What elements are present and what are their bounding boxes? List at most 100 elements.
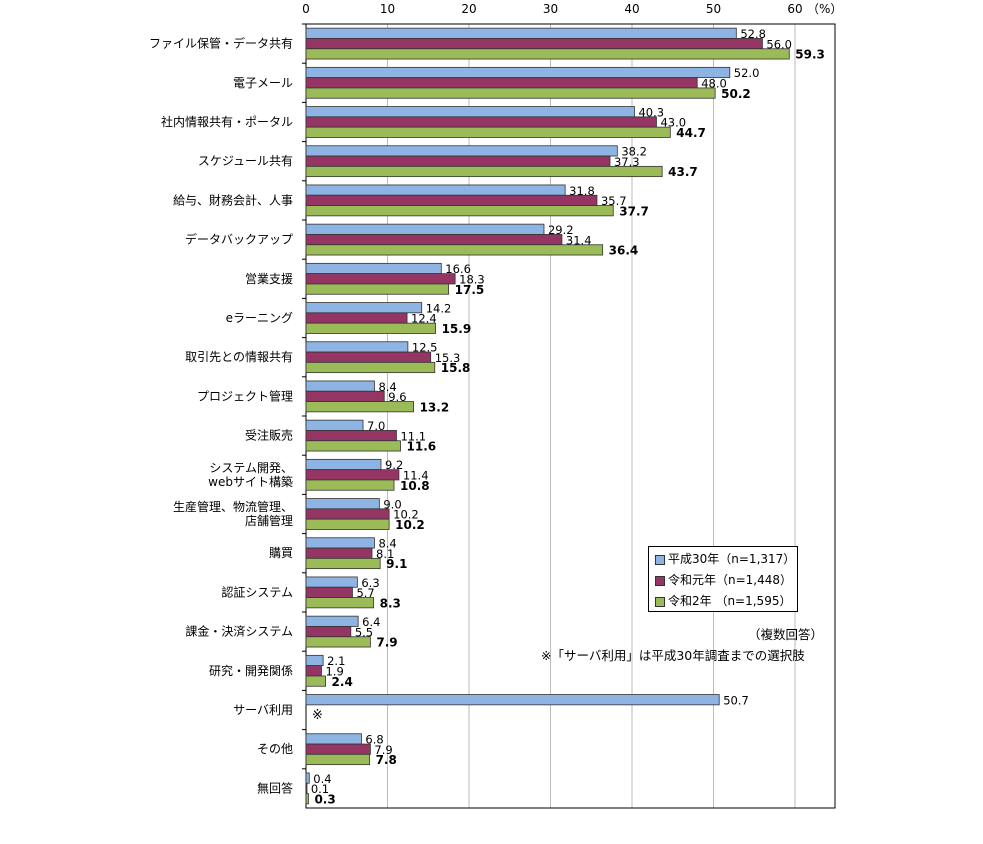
category-label: webサイト構築: [208, 474, 293, 489]
category-label: 認証システム: [221, 584, 293, 599]
bar: [305, 753, 370, 766]
unit-label: （%）: [807, 2, 842, 16]
bar: [305, 733, 362, 745]
bar: [305, 390, 385, 402]
legend-label: 平成30年（n=1,317）: [668, 552, 796, 566]
data-label: 9.1: [386, 557, 407, 571]
bar: [305, 401, 414, 413]
bar: [305, 48, 790, 60]
category-label: ファイル保管・データ共有: [149, 36, 293, 51]
category-label: 受注販売: [245, 428, 293, 443]
data-label: 56.0: [766, 37, 792, 51]
bar: [305, 694, 720, 706]
x-tick-label: 10: [380, 2, 395, 16]
data-label: 7.9: [376, 636, 397, 650]
multi-answer-note: （複数回答）: [748, 627, 824, 642]
category-label: サーバ利用: [233, 703, 293, 717]
data-label: 15.8: [441, 361, 471, 375]
legend: 平成30年（n=1,317） 令和元年（n=1,448） 令和2年 （n=1,5…: [648, 546, 798, 612]
legend-item: 令和元年（n=1,448）: [655, 570, 797, 591]
bar: [305, 675, 326, 687]
data-label: 43.7: [668, 165, 698, 179]
data-label: 31.4: [566, 233, 592, 247]
bar: [305, 244, 604, 256]
x-tick-label: 50: [706, 2, 721, 16]
category-label: 生産管理、物流管理、: [173, 499, 293, 514]
bar: [305, 77, 698, 89]
data-label: 10.8: [400, 479, 430, 493]
legend-swatch: [655, 596, 665, 607]
data-label: 12.4: [411, 312, 437, 326]
category-label: 給与、財務会計、人事: [173, 192, 293, 207]
bar: [305, 380, 375, 392]
data-label: 16.6: [445, 262, 471, 276]
data-label: 5.5: [355, 625, 373, 639]
data-label: 48.0: [701, 76, 727, 90]
bar: [305, 772, 310, 784]
data-label: 9.0: [383, 497, 401, 511]
bar: [305, 66, 731, 79]
category-label: 購買: [269, 546, 293, 560]
category-label: プロジェクト管理: [197, 388, 293, 403]
category-label: 研究・開発関係: [209, 663, 293, 678]
missing-mark: ※: [312, 708, 323, 723]
bar: [305, 184, 566, 196]
data-label: 7.8: [376, 753, 397, 767]
data-label: 12.5: [412, 341, 438, 355]
legend-item: 平成30年（n=1,317）: [655, 549, 797, 570]
bar: [305, 165, 663, 178]
data-label: 50.7: [723, 693, 749, 707]
data-label: 11.4: [403, 468, 429, 482]
bar: [305, 302, 423, 314]
bar: [305, 498, 380, 510]
category-label: システム開発、: [209, 461, 293, 475]
category-label: 営業支援: [245, 272, 293, 286]
bar: [305, 273, 456, 285]
bar: [305, 636, 371, 648]
bar: [305, 205, 614, 217]
footnote: ※「サーバ利用」は平成30年調査までの選択肢: [541, 648, 805, 663]
bar: [305, 557, 381, 570]
data-label: 8.1: [376, 547, 394, 561]
bar: [305, 106, 635, 118]
bar: [305, 419, 364, 431]
data-label: 50.2: [721, 87, 751, 101]
data-label: 0.1: [311, 782, 329, 796]
category-label: 取引先との情報共有: [185, 350, 293, 364]
bar: [305, 262, 442, 275]
category-label: 無回答: [257, 780, 293, 795]
x-tick-label: 60: [787, 2, 802, 16]
category-label: eラーニング: [226, 311, 293, 325]
bar: [305, 615, 359, 627]
data-label: 29.2: [548, 223, 574, 237]
bar: [305, 194, 598, 206]
data-label: 38.2: [621, 145, 647, 159]
data-label: 5.7: [356, 586, 374, 600]
bar: [305, 440, 401, 452]
data-label: 11.1: [400, 429, 426, 443]
data-label: 13.2: [420, 400, 450, 414]
bar: [305, 234, 563, 246]
x-tick-label: 40: [624, 2, 639, 16]
legend-label: 令和2年 （n=1,595）: [668, 594, 792, 608]
x-tick-label: 0: [302, 2, 310, 16]
bar: [305, 469, 400, 481]
bar: [305, 597, 375, 609]
data-label: 8.4: [378, 537, 396, 551]
bar: [305, 283, 450, 295]
bar: [305, 361, 436, 374]
data-label: 7.9: [374, 743, 392, 757]
data-label: 15.3: [435, 351, 461, 365]
category-label: その他: [257, 742, 293, 756]
data-label: 9.6: [388, 390, 406, 404]
data-label: 17.5: [455, 283, 485, 297]
data-label: 31.8: [569, 184, 595, 198]
bar: [305, 576, 358, 588]
plot-frame: [305, 23, 836, 809]
data-label: 40.3: [638, 105, 664, 119]
data-label: 14.2: [426, 301, 452, 315]
data-label: 8.3: [380, 596, 401, 610]
data-label: 7.0: [367, 419, 385, 433]
